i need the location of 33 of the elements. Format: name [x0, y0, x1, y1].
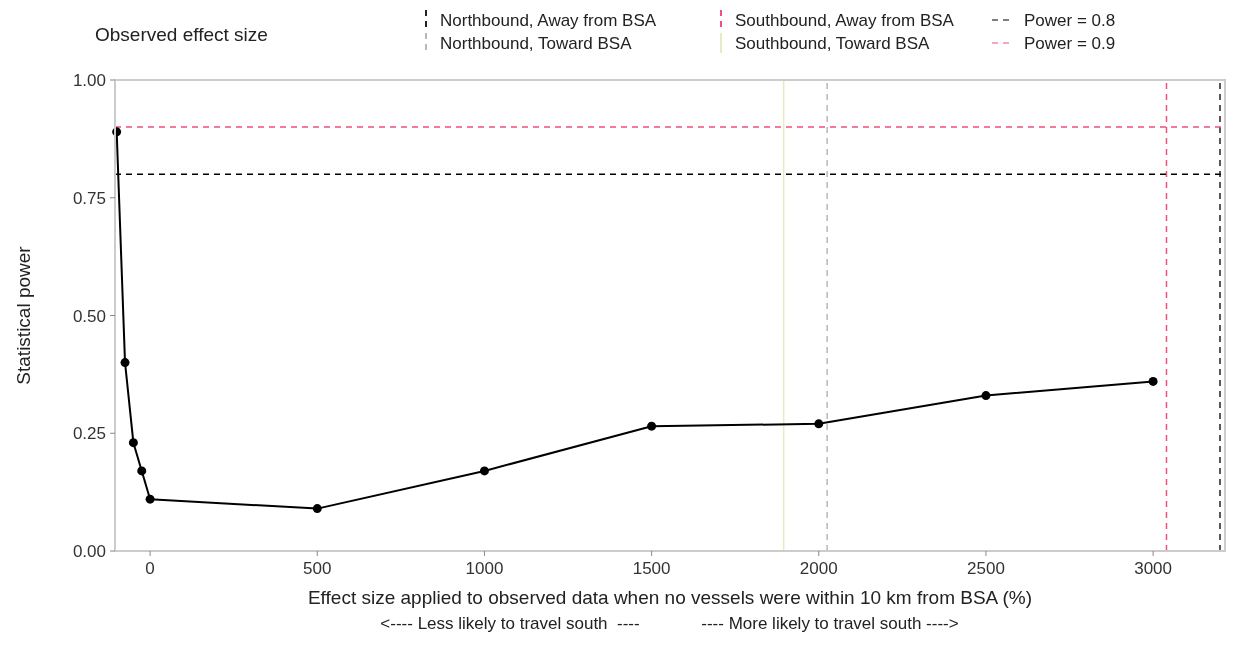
y-tick-label: 1.00 [72, 71, 106, 90]
y-tick-label: 0.75 [72, 188, 106, 208]
x-tick-label: 3000 [1134, 559, 1173, 578]
legend-title: Observed effect size [95, 24, 268, 45]
x-axis-title: Effect size applied to observed data when no vessels were within 10 km from BSA (%) [307, 587, 1033, 608]
legend-label: Southbound, Away from BSA [735, 11, 955, 30]
point [312, 504, 322, 514]
legend-label: Northbound, Away from BSA [440, 11, 657, 30]
legend-label: Northbound, Toward BSA [440, 34, 633, 53]
point [479, 466, 489, 476]
point [647, 421, 657, 431]
text: ---- More likely to travel south ----> [701, 614, 959, 633]
point [120, 358, 130, 368]
point [145, 494, 155, 504]
y-tick-label: 0.25 [72, 424, 106, 444]
y-tick-label: 0.00 [72, 542, 106, 561]
point [137, 466, 147, 476]
x-tick-label: 2500 [967, 559, 1005, 578]
y-tick-label: 0.50 [72, 306, 106, 326]
x-tick-label: 1500 [632, 559, 671, 578]
x-tick-label: 1000 [465, 559, 504, 578]
point [1148, 376, 1158, 386]
legend-label: Power = 0.8 [1024, 11, 1116, 30]
y-axis-title: Statistical power [13, 245, 34, 385]
legend-label: Southbound, Toward BSA [735, 34, 931, 53]
legend-label: Power = 0.9 [1024, 34, 1116, 53]
text: <---- Less likely to travel south ---- [380, 614, 640, 633]
x-tick-label: 500 [303, 559, 332, 578]
point [814, 419, 824, 429]
point [981, 391, 991, 401]
x-tick-label: 2000 [799, 559, 838, 578]
point [128, 438, 138, 448]
x-tick-label: 0 [145, 559, 155, 578]
